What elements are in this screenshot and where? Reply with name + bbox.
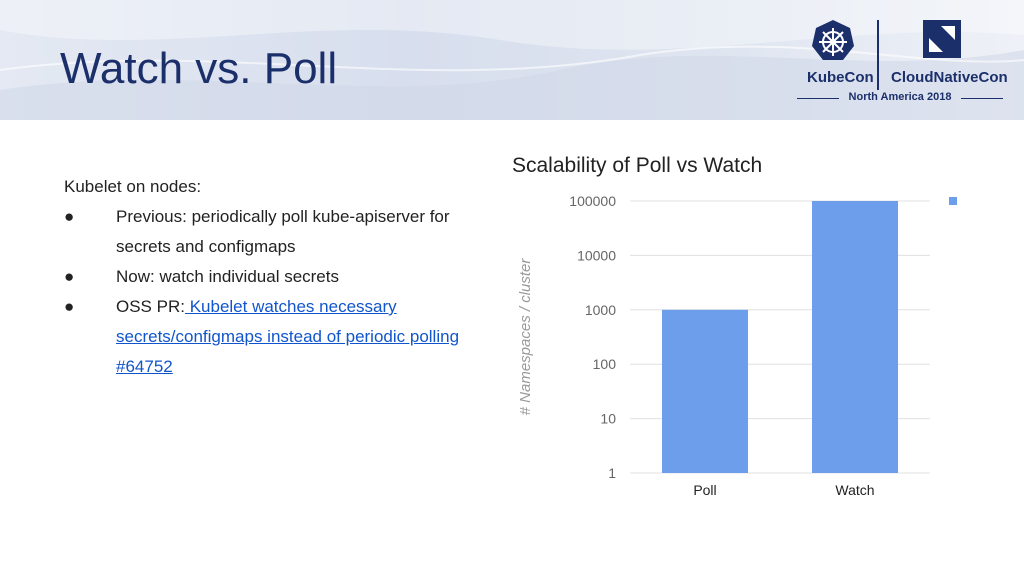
bullet-text: Now: watch individual secrets [116, 267, 339, 286]
y-tick-label: 100000 [569, 193, 616, 209]
bullet-glyph: ● [64, 207, 75, 226]
bullet-item: ● OSS PR: Kubelet watches necessary secr… [64, 292, 464, 382]
slide-body: Kubelet on nodes: ● Previous: periodical… [64, 172, 464, 382]
kubecon-wordmark: KubeCon [807, 69, 874, 86]
header-pattern [0, 0, 1024, 120]
x-tick-label: Poll [693, 482, 716, 498]
y-tick-label: 100 [593, 356, 617, 372]
x-tick-label: Watch [835, 482, 874, 498]
scalability-chart: Scalability of Poll vs Watch 1 10 100 1000 1… [500, 140, 1000, 520]
chart-title: Scalability of Poll vs Watch [512, 154, 763, 177]
bullet-glyph: ● [64, 267, 75, 286]
slide-header: Watch vs. Poll KubeCon CloudNativeCon No… [0, 0, 1024, 120]
cloudnativecon-wordmark: CloudNativeCon [891, 69, 1008, 86]
y-tick-label: 10 [600, 411, 616, 427]
bullet-text: Previous: periodically poll kube-apiserv… [116, 207, 450, 256]
bar-watch [812, 201, 898, 473]
pr-link[interactable]: Kubelet watches necessary secrets/config… [116, 297, 460, 376]
slide-title: Watch vs. Poll [60, 44, 338, 93]
logo-divider [877, 20, 879, 90]
logo-rule-right [961, 98, 1003, 99]
legend-swatch [949, 197, 957, 205]
kubecon-logo: KubeCon CloudNativeCon North America 201… [795, 14, 1008, 114]
y-tick-label: 1 [608, 465, 616, 481]
y-axis-label: # Namespaces / cluster [517, 258, 534, 416]
event-name: North America 2018 [848, 91, 952, 103]
helm-wheel-icon [812, 20, 854, 60]
bullet-prefix: OSS PR: [116, 297, 185, 316]
body-lead: Kubelet on nodes: [64, 177, 202, 196]
bar-poll [662, 309, 748, 473]
cncf-icon [923, 20, 961, 58]
y-tick-label: 10000 [577, 247, 616, 263]
bullet-item: ● Previous: periodically poll kube-apise… [64, 202, 464, 262]
bullet-glyph: ● [64, 297, 75, 316]
bullet-list: ● Previous: periodically poll kube-apise… [64, 202, 464, 382]
bullet-item: ● Now: watch individual secrets [64, 262, 464, 292]
y-tick-label: 1000 [585, 302, 616, 318]
logo-rule-left [797, 98, 839, 99]
chart-canvas: 1 10 100 1000 10000 100000 Poll Watch # Namespac… [517, 193, 957, 498]
